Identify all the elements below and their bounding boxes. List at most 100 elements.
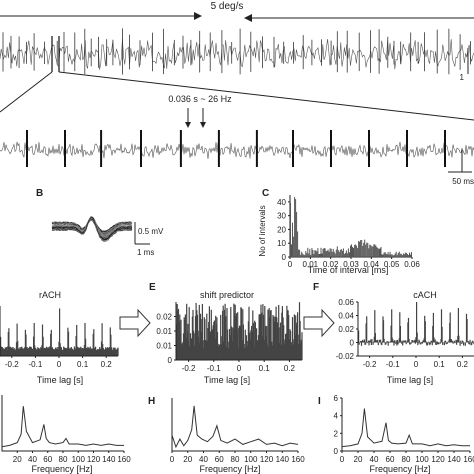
histogram-bar [11,347,13,356]
histogram-bar [214,338,216,360]
x-tick-label: 20 [183,455,192,464]
histogram-bar [323,248,325,257]
histogram-bar [106,348,108,356]
histogram-bar [401,340,403,343]
histogram-bar [336,246,338,257]
histogram-bar [53,349,55,356]
histogram-bar [392,339,394,343]
histogram-bar [382,320,385,343]
histogram-bar [347,248,349,257]
histogram-bar [232,328,234,360]
histogram-bar [421,342,423,344]
histogram-bar [59,343,61,356]
histogram-bar [300,254,302,257]
histogram-bar [371,246,373,257]
histogram-bar [405,340,407,343]
x-axis-label: Time lag [s] [387,375,433,385]
histogram-bar [372,246,374,257]
spectrum-line [171,405,299,449]
x-tick-label: 0.1 [259,364,271,373]
histogram-bar [329,248,331,257]
histogram-bar [339,249,341,257]
histogram-bar [398,251,400,257]
histogram-bar [354,244,356,257]
histogram-bar [363,339,365,343]
histogram-bar [416,302,418,343]
histogram-bar [385,253,387,257]
histogram-bar [310,254,312,257]
x-tick-label: 0.06 [404,260,420,269]
histogram-bar [249,339,251,360]
histogram-bar [254,320,256,360]
waveform-line [51,218,133,234]
histogram-bar [360,340,362,343]
histogram-bar [8,328,10,356]
histogram-bar [252,322,255,360]
histogram-bar [46,347,48,356]
histogram-bar [361,240,363,257]
histogram-bar [395,340,397,343]
histogram-bar [318,254,320,257]
histogram-bar [271,341,273,360]
histogram-bar [241,340,243,360]
histogram-bar [472,340,474,343]
histogram-bar [109,327,111,356]
histogram-bar [305,251,307,257]
y-tick-label: 0.01 [156,342,172,351]
histogram-bar [117,347,119,356]
panel-h-spectrum: H 0 20 40 60 80 100 120 140 160 Frequency [Hz] [148,396,305,474]
histogram-bar [220,314,222,360]
histogram-bar [299,249,301,257]
histogram-bar [261,312,263,360]
histogram-bar [195,302,197,360]
histogram-bar [210,331,212,360]
histogram-bar [463,342,465,346]
x-tick-label: 0 [57,360,62,369]
histogram-bar [50,329,52,356]
histogram-bar [358,241,360,257]
histogram-bar [393,254,395,257]
histogram-bar [365,342,367,345]
x-tick-label: 140 [447,455,461,464]
x-axis-label: Frequency [Hz] [31,464,92,474]
histogram-bar [293,236,295,257]
histogram-bar [99,348,101,356]
histogram-bar [471,342,473,345]
histogram-bar [371,339,373,343]
histogram-bar [462,341,464,343]
waveform-line [51,216,133,240]
time-scale-label-b: 1 ms [137,248,154,257]
panel-g-spectrum: 20 40 60 80 100 120 140 160 Frequency [Hz] [1,395,131,474]
histogram-bar [380,339,382,343]
histogram-bar [436,342,439,345]
histogram-bar [424,321,426,343]
histogram-bar [242,324,244,360]
histogram-bar [334,253,336,257]
histogram-bar [218,346,220,360]
histogram-bar [40,347,42,356]
histogram-bar [201,319,203,360]
cach-histogram: -0.2 -0.1 0 0.1 0.2 -0.02 0 0.02 0.04 0.06 [336,298,474,369]
histogram-bar [110,334,112,356]
histogram-bar [392,341,394,343]
histogram-bar [193,333,195,360]
histogram-bar [96,350,98,356]
x-axis-label: Time lag [s] [37,375,83,385]
histogram-bar [76,324,78,356]
histogram-bar [296,325,298,360]
histogram-bar [275,306,277,360]
histogram-bar [303,254,305,257]
histogram-bar [313,254,315,257]
histogram-bar [436,341,438,343]
histogram-bar [330,248,332,257]
y-tick-label: 0 [168,356,173,365]
histogram-bar [292,222,293,257]
histogram-bar [230,307,232,360]
histogram-bar [254,322,256,360]
histogram-bar [384,252,386,257]
histogram-bar [360,240,362,257]
histogram-bar [325,251,327,257]
y-tick-label: 0.01 [156,327,172,336]
axis [171,398,298,452]
histogram-bar [196,310,198,360]
